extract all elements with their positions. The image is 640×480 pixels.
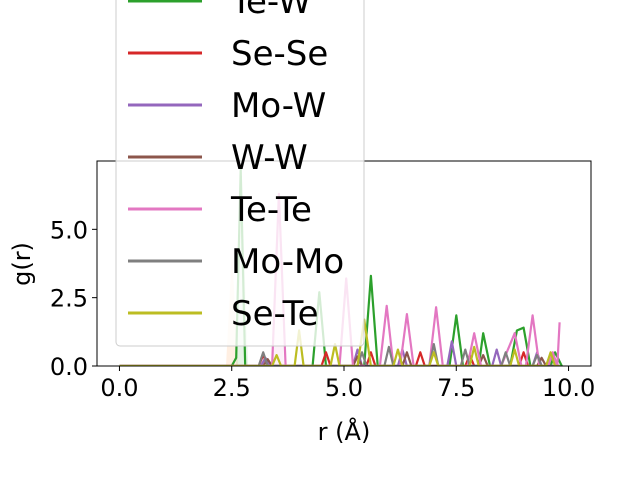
legend-label: Se-Se <box>231 34 328 74</box>
y-tick-label: 5.0 <box>50 216 88 244</box>
legend-label: Se-Te <box>231 294 319 334</box>
x-tick-label: 0.0 <box>100 374 138 402</box>
series-line-mo-mo <box>119 343 560 366</box>
x-tick-label: 10.0 <box>542 374 595 402</box>
legend: Te-W Se-Se Mo-W W-W Te-Te Mo-Mo Se-Te <box>115 0 365 347</box>
legend-label: Mo-Mo <box>231 242 344 282</box>
y-axis-label: g(r) <box>8 242 36 286</box>
legend-label: Mo-W <box>231 86 326 126</box>
tick-layer: 0.0 2.5 5.0 7.5 10.0 0.0 2.5 5.0 <box>50 216 595 402</box>
y-tick-label: 0.0 <box>50 353 88 381</box>
y-tick-label: 2.5 <box>50 285 88 313</box>
x-tick-label: 7.5 <box>437 374 475 402</box>
legend-box <box>115 0 365 347</box>
x-tick-label: 5.0 <box>325 374 363 402</box>
legend-label: W-W <box>231 138 308 178</box>
x-axis-label: r (Å) <box>318 417 371 446</box>
legend-label: Te-Te <box>230 190 312 230</box>
x-tick-label: 2.5 <box>213 374 251 402</box>
legend-label: Te-W <box>230 0 311 22</box>
